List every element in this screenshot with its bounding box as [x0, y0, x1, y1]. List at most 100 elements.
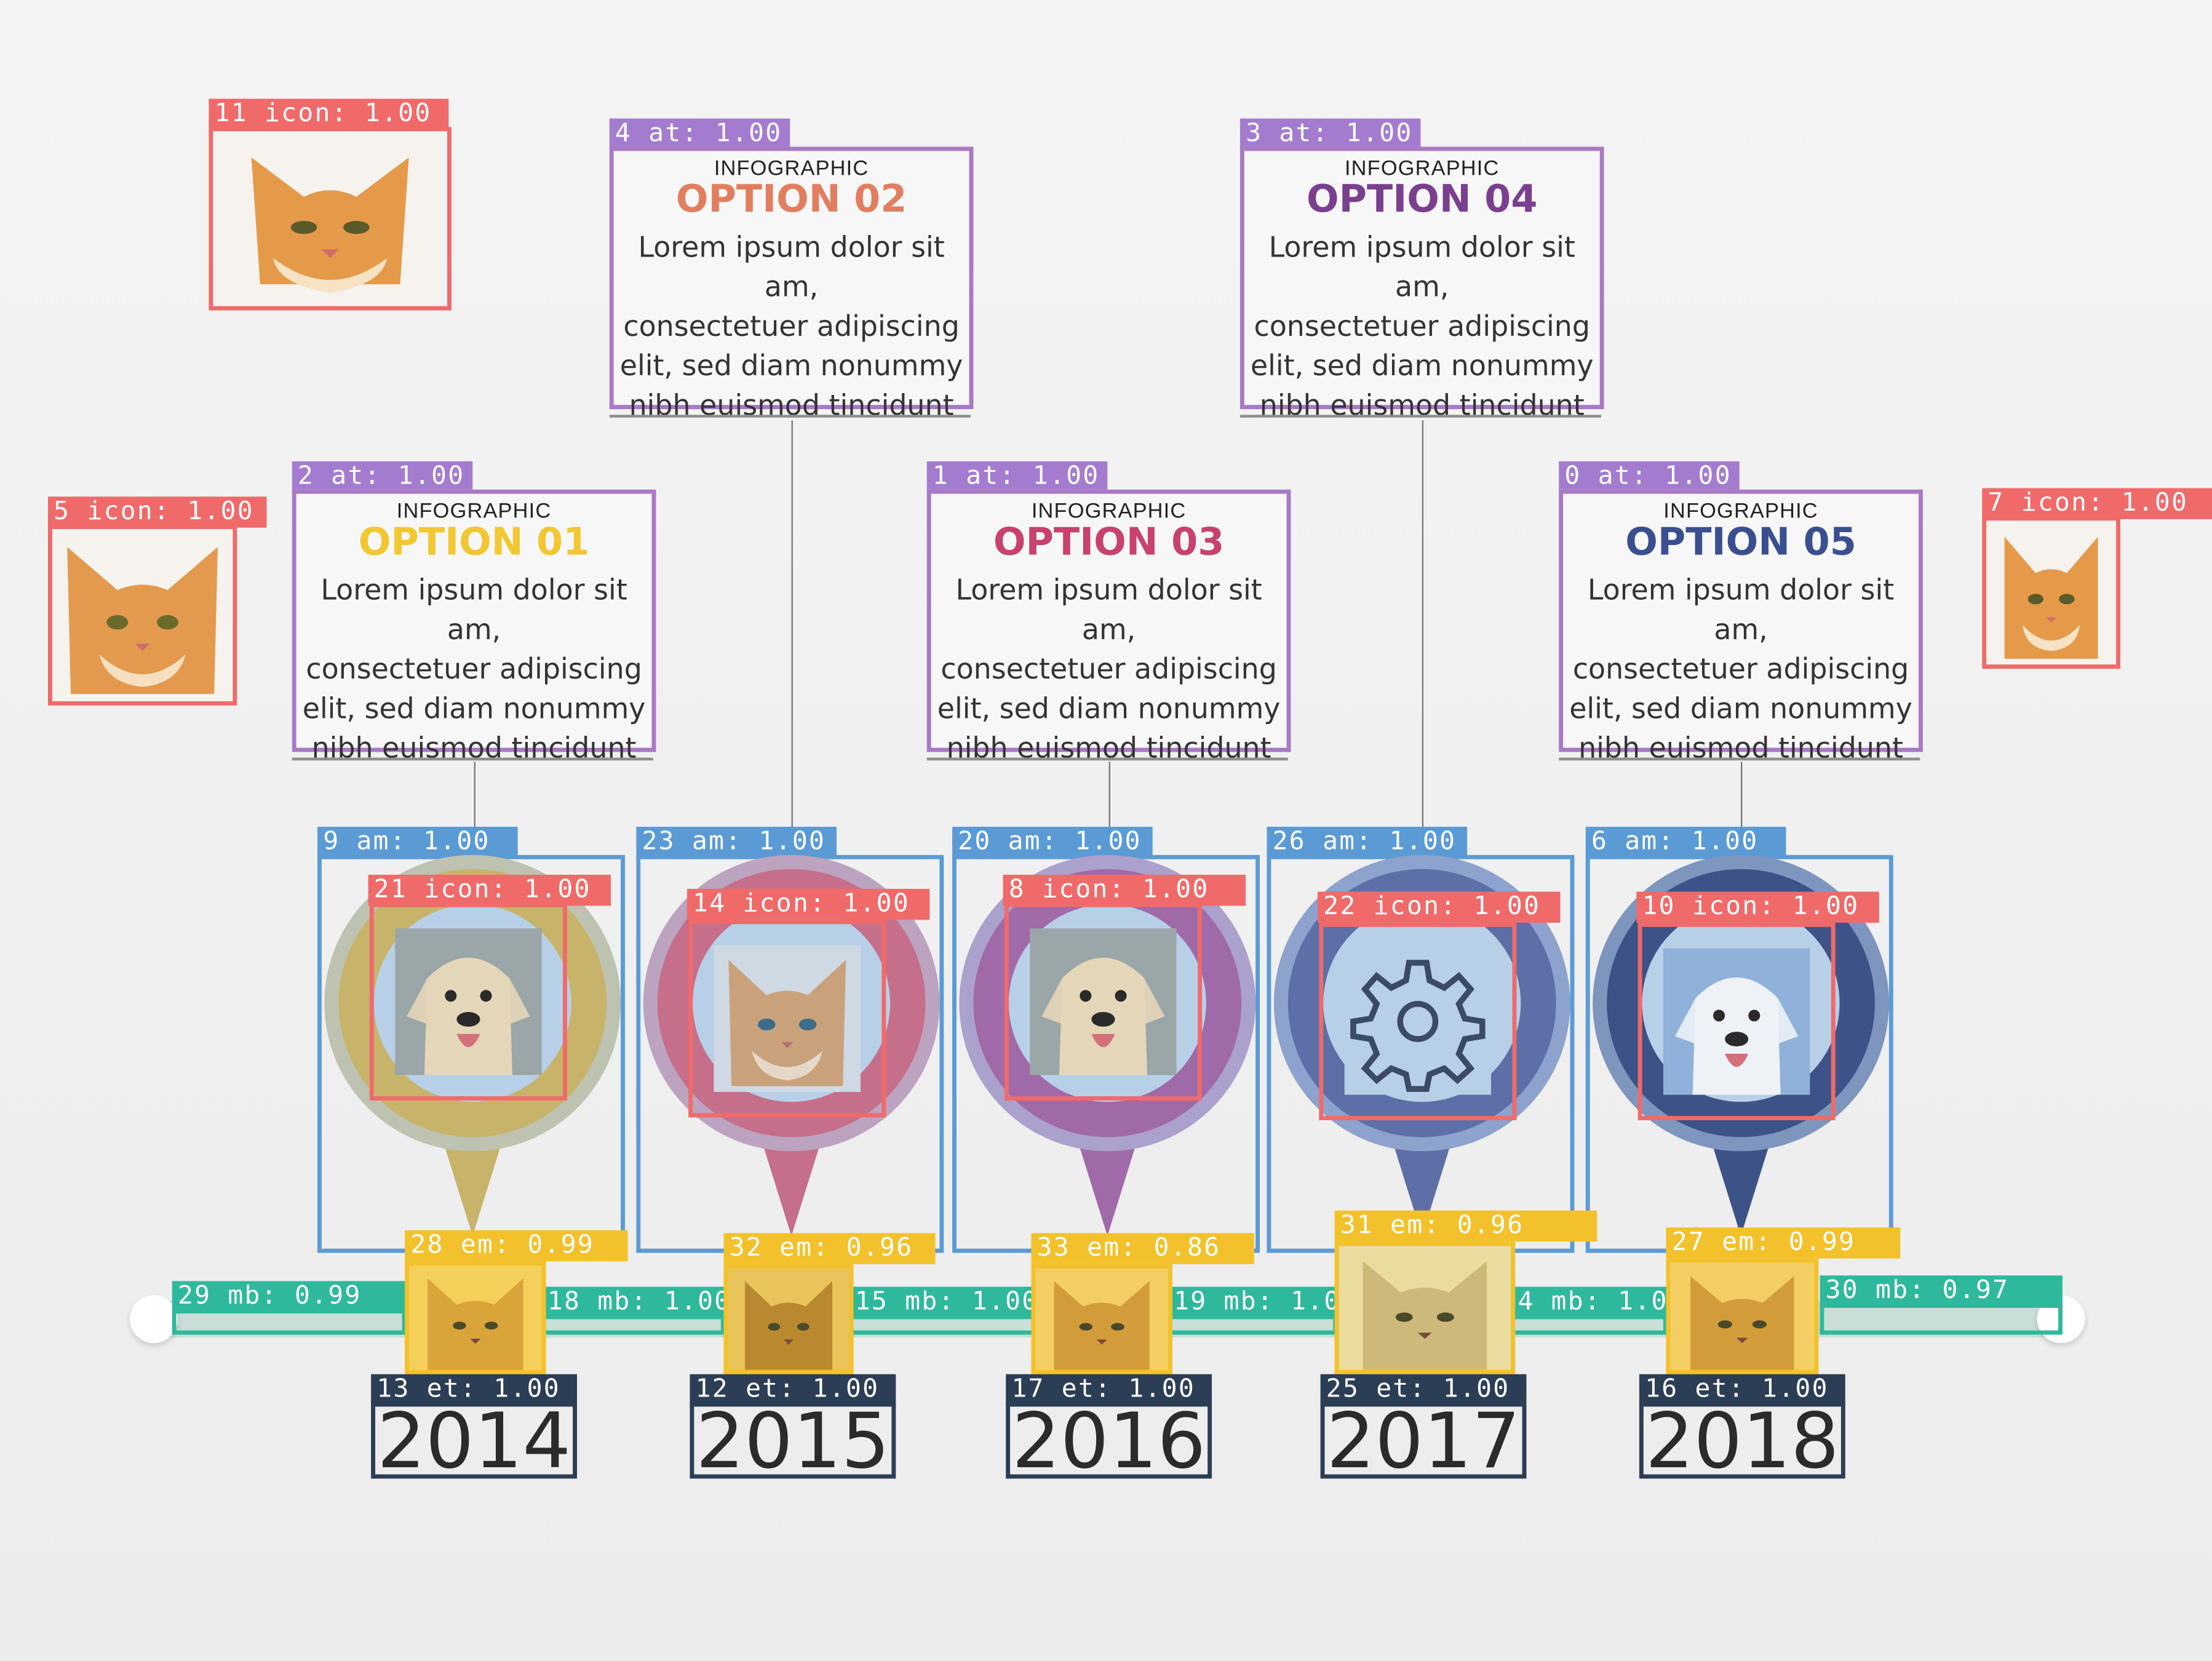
card-body-line-2: consectetuer adipiscing [306, 651, 642, 686]
det-label-icon-5: 5 icon: 1.00 [47, 496, 267, 528]
card-body: Lorem ipsum dolor sit am, consectetuer ad… [1244, 227, 1600, 424]
det-label-mb-2: 15 mb: 1.00 [849, 1286, 1061, 1318]
cat-icon [47, 525, 237, 706]
card-body: Lorem ipsum dolor sit am, consectetuer ad… [296, 570, 652, 768]
cat-icon [1054, 1281, 1150, 1370]
card-rule-4 [1239, 415, 1602, 418]
card-body-line-1: Lorem ipsum dolor sit am, [320, 573, 627, 647]
cat-icon [1982, 516, 2120, 669]
card-kicker: INFOGRAPHIC [1663, 499, 1818, 524]
animal-photo-3 [1031, 1264, 1172, 1374]
det-label-at-3: 3 at: 1.00 [1239, 118, 1421, 150]
det-box-icon-pin-4 [1637, 922, 1836, 1120]
det-label-at-1: 4 at: 1.00 [609, 118, 790, 150]
det-label-icon-pin-3: 22 icon: 1.00 [1318, 891, 1561, 923]
det-label-at-0: 2 at: 1.00 [292, 461, 473, 493]
card-body-line-2: consectetuer adipiscing [623, 309, 960, 343]
dog-icon [745, 1281, 833, 1370]
det-label-icon-pin-1: 14 icon: 1.00 [686, 888, 930, 920]
det-label-et-2: 17 et: 1.00 [1006, 1374, 1212, 1406]
card-rule-2 [609, 415, 971, 418]
det-label-am-3: 26 am: 1.00 [1267, 826, 1468, 858]
alpaca-icon [1363, 1261, 1487, 1370]
det-box-icon-pin-2 [1004, 902, 1202, 1101]
card-title: OPTION 03 [993, 520, 1225, 565]
year-label-2018: 2018 [1639, 1402, 1845, 1480]
det-label-am-0: 9 am: 1.00 [317, 826, 518, 858]
card-body-line-1: Lorem ipsum dolor sit am, [1587, 573, 1895, 647]
det-box-mb-1 [541, 1315, 725, 1335]
option-card-2: INFOGRAPHIC OPTION 02 Lorem ipsum dolor si… [609, 146, 974, 422]
det-label-icon-pin-0: 21 icon: 1.00 [368, 874, 611, 906]
card-stem-3 [1108, 762, 1110, 833]
det-label-at-4: 0 at: 1.00 [1559, 461, 1740, 493]
card-rule-1 [292, 757, 653, 761]
card-body-line-4: nibh euismod tincidunt [1259, 388, 1585, 422]
cat-icon [428, 1278, 523, 1370]
card-body-line-3: elit, sed diam nonummy [302, 691, 646, 725]
animal-photo-4 [1334, 1241, 1516, 1374]
card-body-line-4: nibh euismod tincidunt [629, 388, 954, 422]
year-label-2017: 2017 [1320, 1402, 1527, 1480]
det-box-mb-5 [1820, 1304, 2063, 1335]
card-body-line-3: elit, sed diam nonummy [1250, 348, 1594, 383]
card-body-line-1: Lorem ipsum dolor sit am, [1268, 229, 1575, 304]
dog-icon [1030, 928, 1177, 1075]
option-card-1: INFOGRAPHIC OPTION 01 Lorem ipsum dolor si… [292, 489, 656, 765]
det-box-icon-pin-3 [1319, 922, 1517, 1120]
det-label-at-2: 1 at: 1.00 [926, 461, 1108, 493]
card-kicker: INFOGRAPHIC [1031, 499, 1187, 524]
cat-icon [209, 127, 452, 311]
card-body-line-1: Lorem ipsum dolor sit am, [955, 573, 1262, 647]
option-card-5: INFOGRAPHIC OPTION 05 Lorem ipsum dolor si… [1559, 489, 1923, 765]
det-label-mb-5: 30 mb: 0.97 [1820, 1275, 2063, 1307]
year-label-2014: 2014 [371, 1402, 578, 1480]
det-box-icon-pin-1 [688, 920, 886, 1118]
card-body-line-2: consectetuer adipiscing [1572, 651, 1909, 686]
det-label-et-0: 13 et: 1.00 [371, 1374, 578, 1406]
year-label-2015: 2015 [690, 1402, 896, 1480]
card-kicker: INFOGRAPHIC [396, 499, 552, 524]
gear-icon [1344, 948, 1492, 1095]
dog-icon [1663, 948, 1810, 1095]
option-card-4: INFOGRAPHIC OPTION 04 Lorem ipsum dolor si… [1239, 146, 1604, 422]
card-body-line-3: elit, sed diam nonummy [619, 348, 963, 383]
card-title: OPTION 04 [1306, 177, 1538, 222]
card-body: Lorem ipsum dolor sit am, consectetuer ad… [614, 227, 969, 424]
cat-icon [714, 945, 861, 1093]
det-label-icon-pin-4: 10 icon: 1.00 [1636, 891, 1879, 923]
det-label-em-2: 33 em: 0.86 [1031, 1233, 1254, 1264]
card-title: OPTION 05 [1625, 520, 1856, 565]
cat-icon [1690, 1276, 1794, 1370]
det-box-mb-0 [172, 1309, 407, 1335]
det-label-em-4: 27 em: 0.99 [1666, 1227, 1901, 1259]
card-rule-5 [1559, 757, 1920, 761]
card-body: Lorem ipsum dolor sit am, consectetuer ad… [931, 570, 1287, 768]
card-body-line-2: consectetuer adipiscing [941, 651, 1277, 686]
det-label-et-3: 25 et: 1.00 [1320, 1374, 1527, 1406]
card-stem-1 [474, 762, 475, 833]
year-label-2016: 2016 [1006, 1402, 1212, 1480]
card-kicker: INFOGRAPHIC [714, 156, 869, 181]
animal-photo-5 [1666, 1258, 1819, 1374]
animal-photo-1 [405, 1261, 546, 1374]
det-label-am-2: 20 am: 1.00 [952, 826, 1153, 858]
det-box-mb-3 [1168, 1315, 1338, 1335]
card-stem-2 [791, 420, 793, 833]
det-label-em-3: 31 em: 0.96 [1334, 1210, 1597, 1242]
det-label-et-1: 12 et: 1.00 [690, 1374, 896, 1406]
card-body-line-3: elit, sed diam nonummy [1569, 691, 1912, 725]
card-title: OPTION 01 [358, 520, 590, 565]
card-stem-5 [1741, 762, 1743, 833]
det-label-et-4: 16 et: 1.00 [1639, 1374, 1845, 1406]
det-label-icon-11: 11 icon: 1.00 [209, 98, 449, 130]
det-label-em-1: 32 em: 0.96 [723, 1233, 936, 1264]
card-body-line-2: consectetuer adipiscing [1254, 309, 1590, 343]
det-label-am-1: 23 am: 1.00 [636, 826, 837, 858]
det-label-mb-1: 18 mb: 1.00 [541, 1286, 754, 1318]
card-body-line-1: Lorem ipsum dolor sit am, [638, 229, 945, 304]
card-rule-3 [926, 757, 1288, 761]
animal-photo-2 [723, 1264, 854, 1374]
dog-icon [395, 928, 542, 1075]
timeline-start-cap [129, 1295, 178, 1344]
